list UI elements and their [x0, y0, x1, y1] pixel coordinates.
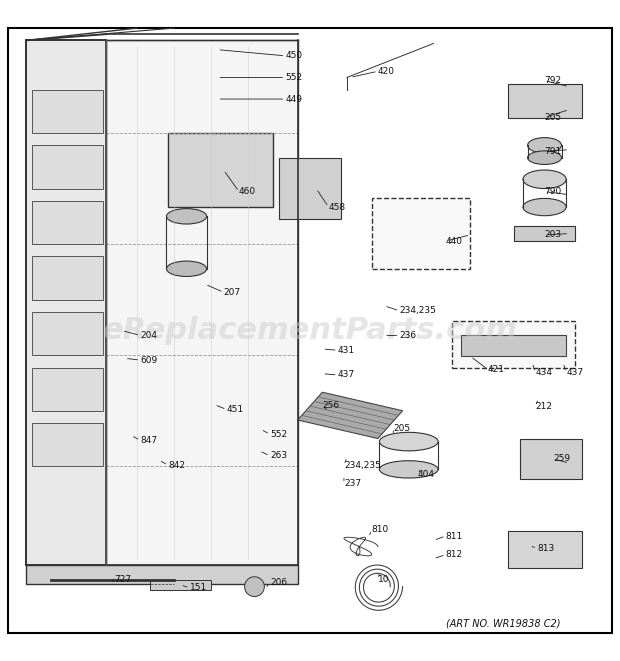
- Text: 609: 609: [140, 356, 157, 365]
- Text: 812: 812: [446, 550, 463, 559]
- Text: 404: 404: [418, 470, 435, 479]
- Text: 256: 256: [322, 401, 340, 410]
- Polygon shape: [32, 201, 104, 244]
- Polygon shape: [106, 40, 298, 565]
- Text: 552: 552: [285, 73, 303, 82]
- Text: 10: 10: [378, 575, 389, 584]
- Text: 212: 212: [535, 402, 552, 411]
- Text: (ART NO. WR19838 C2): (ART NO. WR19838 C2): [446, 619, 560, 629]
- Text: eReplacementParts.com: eReplacementParts.com: [102, 316, 518, 345]
- Polygon shape: [32, 256, 104, 299]
- Text: 259: 259: [554, 454, 571, 463]
- Ellipse shape: [523, 198, 566, 215]
- Bar: [508, 531, 582, 568]
- Text: 842: 842: [168, 461, 185, 469]
- Polygon shape: [26, 40, 106, 565]
- Text: 203: 203: [544, 230, 562, 239]
- Ellipse shape: [528, 137, 562, 153]
- Text: 420: 420: [378, 67, 395, 76]
- Text: 434: 434: [535, 368, 552, 377]
- Polygon shape: [168, 133, 273, 207]
- Text: 207: 207: [224, 288, 241, 297]
- Polygon shape: [32, 90, 104, 133]
- FancyBboxPatch shape: [452, 321, 575, 368]
- Text: 458: 458: [329, 202, 345, 212]
- Text: 437: 437: [338, 370, 355, 379]
- Text: 811: 811: [446, 531, 463, 541]
- Polygon shape: [508, 83, 582, 118]
- Ellipse shape: [167, 209, 206, 224]
- Text: 790: 790: [544, 187, 562, 196]
- Polygon shape: [298, 392, 402, 438]
- Polygon shape: [32, 423, 104, 466]
- Ellipse shape: [528, 151, 562, 165]
- Text: 552: 552: [270, 430, 287, 439]
- Text: 792: 792: [544, 76, 562, 85]
- Text: 206: 206: [270, 578, 287, 587]
- Polygon shape: [32, 368, 104, 410]
- Text: 847: 847: [140, 436, 157, 445]
- Ellipse shape: [379, 432, 438, 451]
- Text: 234,235: 234,235: [399, 306, 436, 315]
- Polygon shape: [32, 312, 104, 355]
- Bar: [520, 438, 582, 479]
- Polygon shape: [32, 145, 104, 188]
- Text: 791: 791: [544, 147, 562, 156]
- Bar: [461, 335, 566, 356]
- Polygon shape: [26, 565, 298, 584]
- Text: 234,235: 234,235: [344, 461, 381, 469]
- Text: 263: 263: [270, 451, 287, 460]
- Text: 440: 440: [446, 237, 463, 245]
- Text: 237: 237: [344, 479, 361, 488]
- Text: 449: 449: [285, 95, 303, 104]
- Text: 437: 437: [566, 368, 583, 377]
- Text: 205: 205: [393, 424, 410, 432]
- Text: 431: 431: [338, 346, 355, 355]
- Text: 451: 451: [227, 405, 244, 414]
- Bar: [149, 580, 211, 590]
- Text: 727: 727: [113, 575, 131, 584]
- Text: 236: 236: [399, 331, 417, 340]
- Ellipse shape: [379, 461, 438, 478]
- Ellipse shape: [523, 170, 566, 188]
- Text: 813: 813: [537, 544, 554, 553]
- Text: 205: 205: [544, 113, 562, 122]
- Polygon shape: [514, 225, 575, 241]
- FancyBboxPatch shape: [372, 198, 471, 269]
- Text: 421: 421: [488, 365, 505, 374]
- Circle shape: [244, 577, 264, 596]
- Polygon shape: [279, 158, 341, 219]
- Text: 810: 810: [372, 525, 389, 534]
- Text: 450: 450: [285, 52, 303, 60]
- Text: 204: 204: [140, 331, 157, 340]
- Text: 151: 151: [190, 584, 207, 592]
- Text: 460: 460: [239, 187, 256, 196]
- Ellipse shape: [167, 261, 206, 276]
